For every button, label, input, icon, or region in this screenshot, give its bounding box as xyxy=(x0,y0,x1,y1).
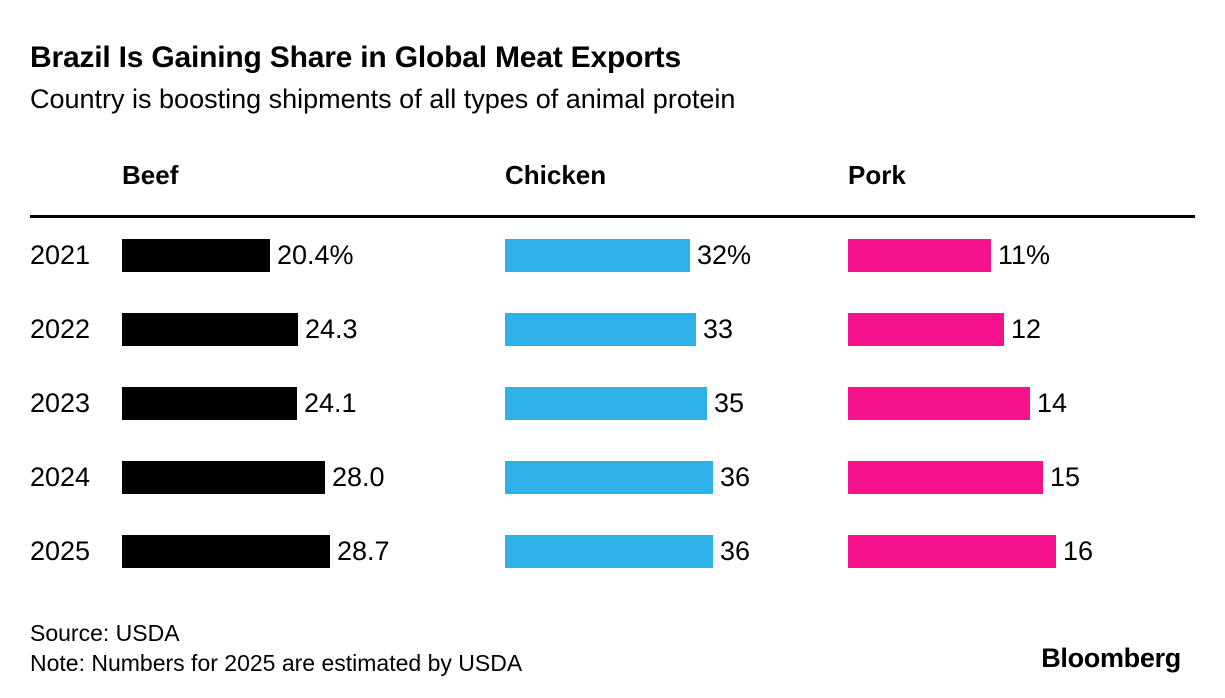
pork-bar xyxy=(848,460,1043,494)
pork-bar-cell: 14 xyxy=(848,386,1195,420)
year-label: 2024 xyxy=(30,461,91,492)
pork-bar xyxy=(848,238,991,272)
source-text: Source: USDA xyxy=(30,620,180,646)
beef-bar-cell: 28.7 xyxy=(122,534,505,568)
chicken-bar xyxy=(505,238,690,272)
beef-bar-cell: 24.1 xyxy=(122,386,505,420)
beef-bar xyxy=(122,312,298,346)
chicken-bar-cell: 32% xyxy=(505,238,848,272)
bar-value-label: 11% xyxy=(998,239,1051,270)
chicken-bar-cell: 36 xyxy=(505,460,848,494)
chart-footer: Source: USDA Note: Numbers for 2025 are … xyxy=(30,618,1195,678)
chart-row-2021: 2021 20.4% 32% 11% xyxy=(30,218,1195,292)
pork-bar xyxy=(848,534,1056,568)
bar-chart: Beef Chicken Pork 2021 20.4% 32% 11% 2022 24.… xyxy=(30,160,1195,588)
year-label: 2025 xyxy=(30,535,91,566)
series-header-chicken: Chicken xyxy=(505,160,607,190)
bloomberg-logo: Bloomberg xyxy=(1041,643,1181,673)
bar-value-label: 36 xyxy=(720,535,751,566)
bar-value-label: 28.7 xyxy=(337,535,390,566)
bar-value-label: 36 xyxy=(720,461,751,492)
chicken-bar xyxy=(505,460,713,494)
bar-value-label: 14 xyxy=(1037,387,1068,418)
bar-value-label: 28.0 xyxy=(332,461,385,492)
year-label: 2022 xyxy=(30,313,91,344)
pork-bar xyxy=(848,312,1004,346)
pork-bar-cell: 15 xyxy=(848,460,1195,494)
series-header-row: Beef Chicken Pork xyxy=(30,160,1195,218)
bar-value-label: 20.4% xyxy=(277,239,354,270)
year-column-header xyxy=(30,160,122,191)
beef-bar xyxy=(122,386,297,420)
bar-value-label: 16 xyxy=(1063,535,1094,566)
series-header-beef: Beef xyxy=(122,160,179,190)
chicken-bar-cell: 35 xyxy=(505,386,848,420)
chart-title: Brazil Is Gaining Share in Global Meat E… xyxy=(30,41,681,74)
beef-bar-cell: 28.0 xyxy=(122,460,505,494)
beef-bar-cell: 24.3 xyxy=(122,312,505,346)
beef-bar xyxy=(122,460,325,494)
year-label: 2023 xyxy=(30,387,91,418)
bar-value-label: 24.3 xyxy=(305,313,358,344)
beef-bar-cell: 20.4% xyxy=(122,238,505,272)
chart-row-2025: 2025 28.7 36 16 xyxy=(30,514,1195,588)
bar-value-label: 32% xyxy=(697,239,752,270)
chart-subtitle: Country is boosting shipments of all typ… xyxy=(30,84,736,114)
bar-value-label: 33 xyxy=(703,313,734,344)
pork-bar xyxy=(848,386,1030,420)
chicken-bar-cell: 33 xyxy=(505,312,848,346)
series-header-pork: Pork xyxy=(848,160,906,190)
pork-bar-cell: 12 xyxy=(848,312,1195,346)
chicken-bar-cell: 36 xyxy=(505,534,848,568)
note-text: Note: Numbers for 2025 are estimated by … xyxy=(30,650,523,676)
pork-bar-cell: 16 xyxy=(848,534,1195,568)
bar-value-label: 15 xyxy=(1050,461,1081,492)
chicken-bar xyxy=(505,534,713,568)
chicken-bar xyxy=(505,312,696,346)
bar-value-label: 24.1 xyxy=(304,387,357,418)
year-label: 2021 xyxy=(30,239,91,270)
beef-bar xyxy=(122,534,330,568)
bar-value-label: 12 xyxy=(1011,313,1042,344)
bar-value-label: 35 xyxy=(714,387,745,418)
chart-rows: 2021 20.4% 32% 11% 2022 24.3 33 12 2023 24.1 35 14 2… xyxy=(30,218,1195,588)
beef-bar xyxy=(122,238,270,272)
chart-row-2022: 2022 24.3 33 12 xyxy=(30,292,1195,366)
chart-row-2024: 2024 28.0 36 15 xyxy=(30,440,1195,514)
pork-bar-cell: 11% xyxy=(848,238,1195,272)
chicken-bar xyxy=(505,386,707,420)
chart-row-2023: 2023 24.1 35 14 xyxy=(30,366,1195,440)
